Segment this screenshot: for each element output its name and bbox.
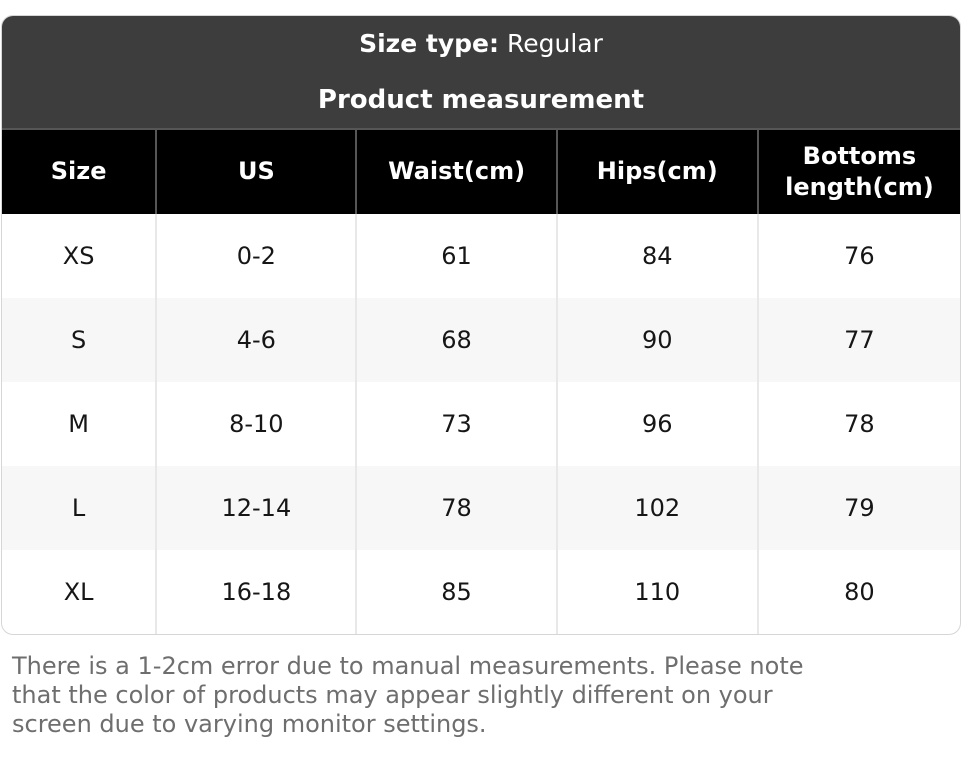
- table-row-s: S 4-6 68 90 77: [2, 298, 960, 382]
- product-measurement-title: Product measurement: [317, 85, 645, 115]
- size-table: Size US Waist(cm) Hips(cm) Bottoms lengt…: [2, 128, 960, 634]
- table-row-m: M 8-10 73 96 78: [2, 382, 960, 466]
- cell-hips: 84: [555, 214, 758, 298]
- cell-bottoms-length: 79: [756, 466, 960, 550]
- cell-waist: 78: [355, 466, 557, 550]
- size-type-label: Size type:: [359, 29, 499, 58]
- column-header-bottoms-length: Bottoms length(cm): [756, 128, 960, 214]
- cell-size: XS: [62, 242, 95, 270]
- column-header-waist: Waist(cm): [355, 128, 557, 214]
- cell-bottoms-length: 76: [756, 214, 960, 298]
- table-header-row: Size US Waist(cm) Hips(cm) Bottoms lengt…: [2, 128, 960, 214]
- cell-hips: 102: [555, 466, 758, 550]
- cell-waist: 68: [355, 298, 557, 382]
- cell-waist: 73: [355, 382, 557, 466]
- table-row-xl: XL 16-18 85 110 80: [2, 550, 960, 634]
- cell-size: L: [71, 494, 86, 522]
- size-type-line: Size type: Regular: [359, 29, 603, 59]
- table-row-xs: XS 0-2 61 84 76: [2, 214, 960, 298]
- cell-hips: 90: [555, 298, 758, 382]
- cell-size: M: [68, 410, 89, 438]
- cell-bottoms-length: 80: [756, 550, 960, 634]
- measurement-note: There is a 1-2cm error due to manual mea…: [12, 652, 804, 738]
- column-header-size: Size: [2, 128, 157, 214]
- cell-bottoms-length: 78: [756, 382, 960, 466]
- cell-us: 4-6: [155, 298, 357, 382]
- cell-us: 8-10: [155, 382, 357, 466]
- size-chart-card: Size type: Regular Product measurement Si…: [1, 15, 961, 635]
- cell-us: 12-14: [155, 466, 357, 550]
- cell-size: S: [71, 326, 87, 354]
- cell-us: 16-18: [155, 550, 357, 634]
- cell-waist: 85: [355, 550, 557, 634]
- cell-us: 0-2: [155, 214, 357, 298]
- cell-size: XL: [63, 578, 94, 606]
- cell-hips: 96: [555, 382, 758, 466]
- cell-bottoms-length: 77: [756, 298, 960, 382]
- table-row-l: L 12-14 78 102 79: [2, 466, 960, 550]
- size-type-value: Regular: [507, 29, 603, 58]
- column-header-hips: Hips(cm): [555, 128, 758, 214]
- cell-waist: 61: [355, 214, 557, 298]
- column-header-us: US: [155, 128, 357, 214]
- cell-hips: 110: [555, 550, 758, 634]
- size-chart-header: Size type: Regular Product measurement: [2, 16, 960, 128]
